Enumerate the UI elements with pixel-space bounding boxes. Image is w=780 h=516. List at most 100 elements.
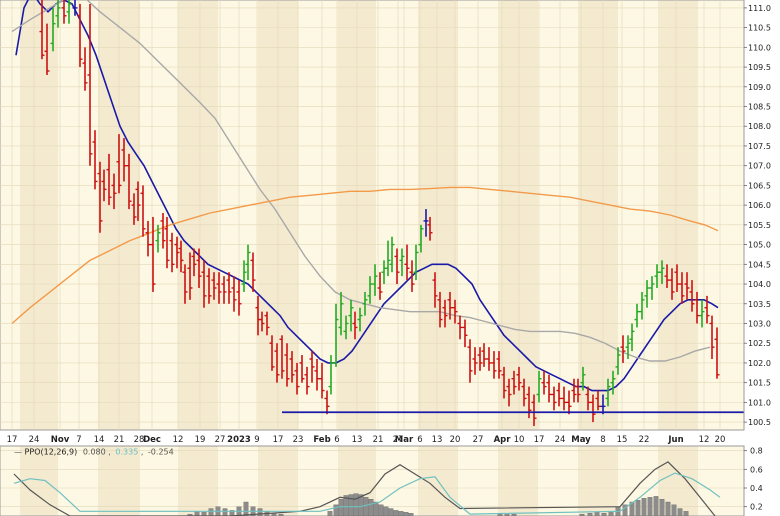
- ohlc-bar: [437, 291, 443, 328]
- price-tick-label: 103.5: [748, 300, 771, 309]
- ohlc-bar: [595, 390, 601, 411]
- price-tick-label: 110.5: [748, 24, 771, 33]
- shaded-band: [178, 0, 218, 430]
- ohlc-bar: [250, 252, 256, 292]
- ohlc-bar: [481, 343, 487, 367]
- ohlc-bar: [338, 291, 344, 336]
- ohlc-bar: [319, 362, 325, 399]
- ohlc-bar: [155, 224, 161, 253]
- date-tick-label: Nov: [51, 435, 70, 445]
- ohlc-bar: [362, 291, 368, 316]
- ohlc-bar: [575, 378, 581, 403]
- ohlc-bar: [423, 209, 429, 237]
- ppo-histogram-bar: [635, 499, 641, 516]
- ohlc-bar: [664, 264, 670, 288]
- ohlc-bar: [259, 311, 265, 332]
- ohlc-bar: [491, 351, 497, 379]
- ohlc-bar: [486, 347, 492, 371]
- date-tick-label: 21: [114, 435, 125, 445]
- price-tick-label: 109.5: [748, 63, 771, 72]
- ohlc-bar: [372, 264, 378, 296]
- date-tick-label: 8: [600, 435, 605, 445]
- date-tick-label: 27: [473, 435, 484, 445]
- price-tick-label: 101.5: [748, 379, 771, 388]
- ppo-histogram-bar: [677, 508, 683, 516]
- ppo-histogram-bar: [187, 513, 193, 516]
- ppo-shaded-band: [20, 446, 58, 516]
- ohlc-bar: [304, 366, 310, 395]
- ohlc-bar: [284, 343, 290, 387]
- ppo-histogram-bar: [373, 501, 379, 516]
- price-tick-label: 104.0: [748, 280, 771, 289]
- ppo-shaded-band: [578, 446, 618, 516]
- ohlc-bar: [615, 347, 621, 375]
- ohlc-bar: [566, 390, 572, 415]
- ohlc-bar: [649, 276, 655, 300]
- price-tick-label: 108.0: [748, 122, 771, 131]
- ohlc-bar: [289, 351, 295, 383]
- date-tick-label: 17: [273, 435, 284, 445]
- ohlc-bar: [659, 260, 665, 285]
- ohlc-bar: [269, 335, 275, 371]
- ohlc-bar: [97, 161, 103, 233]
- ppo-histogram-bar: [601, 513, 607, 516]
- ohlc-bar: [556, 382, 562, 407]
- ppo-histogram-bar: [208, 508, 214, 516]
- ohlc-bar: [216, 272, 222, 304]
- ohlc-bar: [551, 386, 557, 411]
- ohlc-bar: [432, 272, 438, 308]
- ppo-histogram-bar: [683, 511, 689, 516]
- ppo-histogram-bar: [594, 512, 600, 516]
- ohlc-bar: [506, 378, 512, 407]
- date-tick-label: 15: [617, 435, 628, 445]
- ohlc-bar: [536, 370, 542, 403]
- ohlc-bar: [264, 311, 270, 336]
- ohlc-bar: [585, 386, 591, 411]
- ohlc-bar: [87, 3, 93, 166]
- ma-line-ma-long: [11, 186, 719, 325]
- ohlc-bar: [521, 378, 527, 407]
- date-tick-label: Feb: [313, 435, 330, 445]
- date-tick-label: 28: [134, 435, 145, 445]
- ohlc-bar: [92, 130, 98, 190]
- ppo-histogram-bar: [363, 497, 369, 516]
- ohlc-bar: [101, 169, 107, 202]
- date-tick-label: 17: [534, 435, 545, 445]
- ohlc-bar: [294, 362, 300, 395]
- ppo-histogram-bar: [629, 501, 635, 516]
- date-tick-label: 23: [293, 435, 304, 445]
- ppo-histogram-bar: [659, 499, 665, 516]
- ohlc-bar: [452, 299, 458, 324]
- ohlc-bar: [82, 47, 88, 91]
- date-tick-label: 6: [417, 435, 422, 445]
- price-tick-label: 110.0: [748, 43, 771, 52]
- date-tick-label: 24: [555, 435, 566, 445]
- ohlc-bar: [50, 7, 56, 52]
- price-tick-label: 106.5: [748, 181, 771, 190]
- date-tick-label: 13: [352, 435, 363, 445]
- ppo-histogram-bar: [327, 511, 333, 516]
- ohlc-bar: [694, 291, 700, 324]
- ppo-tick-label: 0.2: [750, 503, 763, 512]
- ohlc-bar: [629, 323, 635, 352]
- date-tick-label: 13: [432, 435, 443, 445]
- ohlc-bar: [145, 220, 151, 257]
- price-tick-label: 105.5: [748, 221, 771, 230]
- ppo-histogram-bar: [333, 504, 339, 516]
- ohlc-bar: [610, 370, 616, 395]
- ohlc-bar: [462, 319, 468, 348]
- ppo-histogram-bar: [243, 501, 249, 516]
- price-tick-label: 102.5: [748, 339, 771, 348]
- ppo-histogram-bar: [368, 499, 374, 516]
- ohlc-bar: [389, 236, 395, 273]
- date-tick-label: Mar: [395, 435, 414, 445]
- ppo-legend-sep1: ,: [108, 448, 111, 457]
- ohlc-bar: [352, 311, 358, 340]
- price-axis: 100.5 101.0 101.5 102.0 102.5 103.0 103.5 104.0…: [743, 0, 780, 430]
- ppo-histogram-bar: [257, 508, 263, 516]
- ohlc-bar: [226, 272, 232, 304]
- date-tick-label: Apr: [494, 435, 512, 445]
- main-panel-grid: [0, 0, 744, 430]
- ohlc-bar: [174, 236, 180, 269]
- ppo-histogram-bar: [353, 493, 359, 516]
